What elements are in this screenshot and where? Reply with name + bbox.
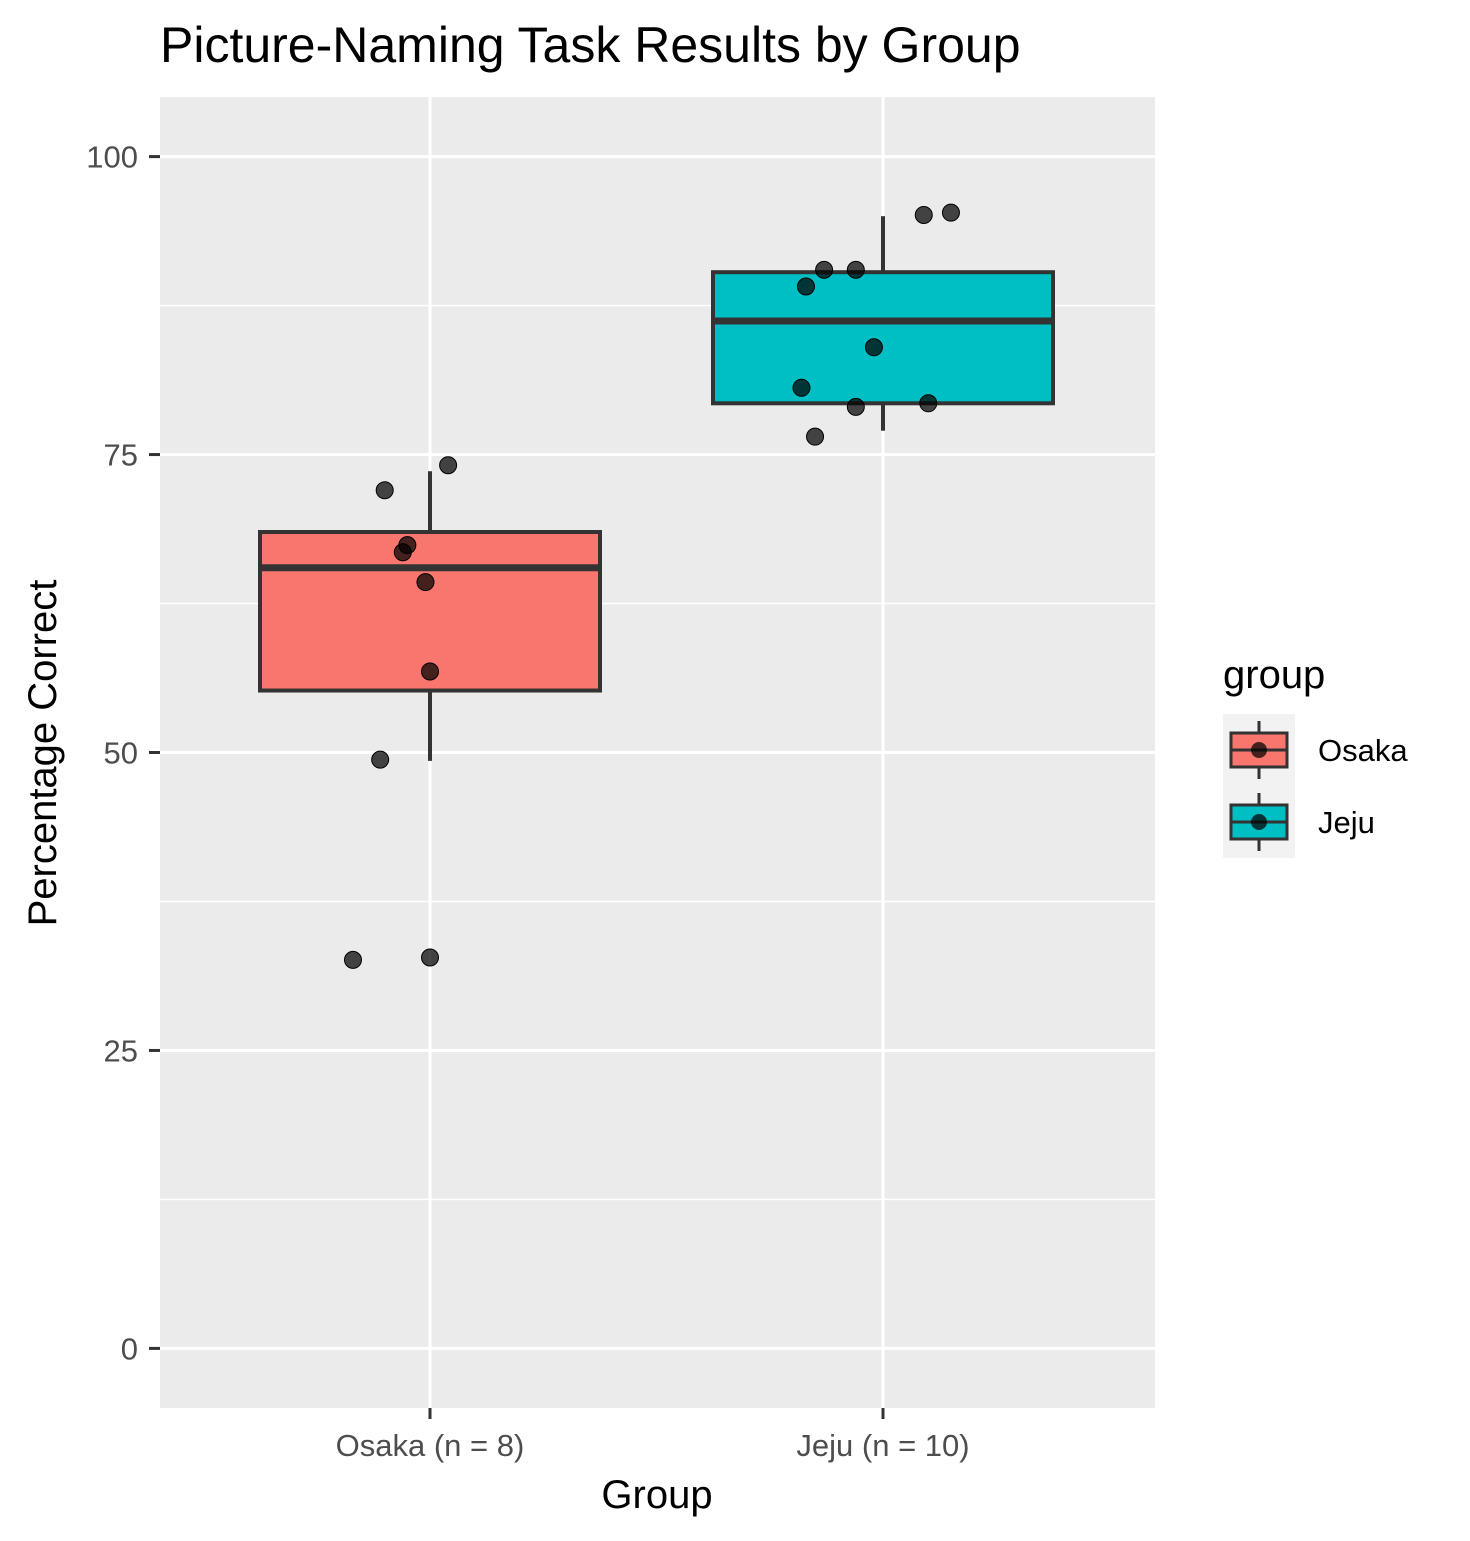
data-point: [371, 750, 390, 769]
data-point: [815, 260, 834, 279]
data-point: [416, 573, 435, 592]
data-point: [806, 427, 825, 446]
data-point: [439, 456, 458, 475]
data-point: [421, 948, 439, 967]
data-point: [375, 481, 394, 500]
legend-entries: Osaka Jeju: [1229, 721, 1408, 851]
legend-label: Jeju: [1318, 805, 1375, 840]
data-point: [914, 205, 933, 224]
x-tick-label: Osaka (n = 8): [336, 1428, 525, 1463]
data-point: [421, 662, 439, 681]
y-tick-label: 25: [104, 1033, 138, 1068]
data-point: [846, 397, 865, 416]
y-axis-title: Percentage Correct: [21, 580, 65, 927]
data-point: [919, 394, 938, 413]
data-point: [393, 543, 412, 562]
data-point: [343, 950, 362, 969]
jitter-points: [343, 203, 960, 969]
data-point: [792, 378, 811, 397]
y-tick-label: 50: [104, 736, 138, 771]
data-point: [796, 277, 815, 296]
data-point: [864, 338, 883, 357]
x-axis-title: Group: [601, 1473, 712, 1517]
y-axis: 0 25 50 75 100: [86, 140, 160, 1366]
y-tick-label: 100: [86, 140, 138, 175]
boxplots: [258, 216, 1055, 761]
x-axis: Osaka (n = 8) Jeju (n = 10): [336, 1408, 970, 1463]
data-point: [846, 260, 865, 279]
legend-key-point: [1251, 742, 1267, 758]
y-tick-label: 0: [121, 1331, 138, 1366]
x-tick-label: Jeju (n = 10): [796, 1428, 969, 1463]
y-tick-label: 75: [104, 438, 138, 473]
legend-label: Osaka: [1318, 733, 1408, 768]
chart-title: Picture-Naming Task Results by Group: [160, 17, 1021, 73]
box-iqr: [711, 270, 1055, 406]
data-point: [941, 203, 960, 222]
legend-key-point: [1251, 814, 1267, 830]
legend-title: group: [1223, 653, 1325, 697]
legend: group Osaka Jeju: [1223, 653, 1408, 858]
